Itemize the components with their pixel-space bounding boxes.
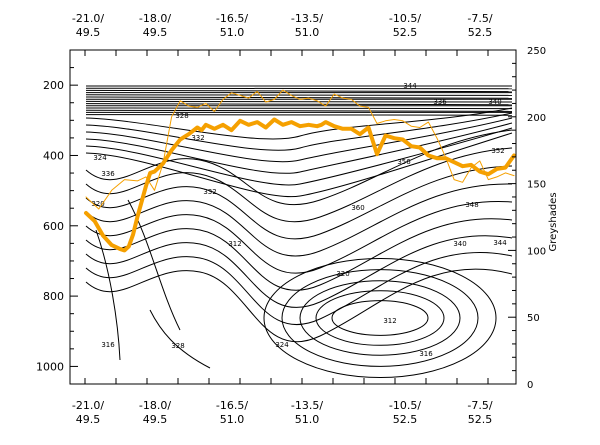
bottom-lat-label: 49.5	[143, 413, 168, 426]
contour-line	[85, 100, 513, 103]
contour-value-label: 316	[419, 350, 433, 358]
top-lon-label: -13.5/	[291, 12, 323, 25]
contour-line	[149, 309, 211, 369]
right-axis-title: Greyshades	[548, 192, 559, 251]
plot-area: 312 316 320 324 328 332 336 340 344 348 352 356 360 3…	[84, 82, 516, 379]
contour-value-label: 336	[433, 98, 447, 106]
bottom-axis-labels: -21.0/49.5-18.0/49.5-16.5/51.0-13.5/51.0…	[72, 399, 493, 426]
contour-line	[85, 109, 513, 112]
contour-value-label: 332	[191, 134, 204, 142]
top-lat-label: 51.0	[220, 26, 245, 39]
contour-line	[85, 94, 513, 96]
contour-value-label: 344	[493, 239, 507, 247]
left-tick-label: 1000	[36, 360, 64, 373]
contour-value-label: 324	[275, 341, 289, 349]
right-tick-label: 250	[527, 46, 546, 57]
top-lon-label: -18.0/	[139, 12, 171, 25]
top-lat-label: 49.5	[143, 26, 168, 39]
bottom-lon-label: -10.5/	[389, 399, 421, 412]
tick-marks	[70, 49, 516, 385]
top-lat-label: 52.5	[393, 26, 418, 39]
top-lon-label: -10.5/	[389, 12, 421, 25]
bottom-lat-label: 52.5	[468, 413, 493, 426]
contour-line	[85, 96, 513, 99]
contour-value-label: 336	[101, 170, 115, 178]
contour-value-label: 312	[228, 240, 241, 248]
top-lat-label: 51.0	[295, 26, 320, 39]
right-tick-label: 0	[527, 380, 533, 391]
contour-value-label: 328	[171, 342, 184, 350]
bottom-lon-label: -16.5/	[216, 399, 248, 412]
top-lat-label: 49.5	[76, 26, 101, 39]
top-lon-label: -21.0/	[72, 12, 104, 25]
contour-line	[85, 268, 513, 343]
contour-line	[85, 183, 513, 257]
bottom-lon-label: -18.0/	[139, 399, 171, 412]
contour-line	[85, 107, 513, 140]
top-lon-label: -7.5/	[467, 12, 492, 25]
bottom-lat-label: 51.0	[295, 413, 320, 426]
left-tick-label: 400	[43, 149, 64, 162]
contour-value-label: 348	[465, 201, 478, 209]
right-tick-label: 150	[527, 180, 546, 191]
contour-line	[85, 218, 513, 291]
right-tick-label: 50	[527, 313, 540, 324]
closed-contour	[331, 300, 429, 336]
plot-frame	[69, 49, 517, 385]
contour-value-label: 328	[175, 112, 188, 120]
left-tick-label: 600	[43, 220, 64, 233]
contour-value-label: 324	[93, 154, 107, 162]
contour-line	[85, 89, 513, 93]
left-axis-labels: 200 400 600 800 1000	[36, 79, 64, 373]
bottom-lon-label: -21.0/	[72, 399, 104, 412]
thin-orange-series	[85, 89, 515, 210]
contour-lines	[85, 85, 513, 379]
contour-line	[85, 107, 513, 110]
contour-line	[85, 200, 513, 274]
contour-value-label: 316	[101, 341, 115, 349]
contour-labels: 312 316 320 324 328 332 336 340 344 348 352 356 360 3…	[91, 82, 507, 358]
contour-value-label: 332	[203, 188, 216, 196]
closed-contour	[315, 290, 445, 346]
contour-value-label: 320	[336, 270, 349, 278]
contour-value-label: 340	[488, 98, 501, 106]
contour-line	[85, 147, 513, 223]
top-axis-labels: -21.0/49.5-18.0/49.5-16.5/51.0-13.5/51.0…	[72, 12, 493, 39]
contour-value-label: 312	[383, 317, 396, 325]
bottom-lon-label: -13.5/	[291, 399, 323, 412]
contour-line	[85, 129, 513, 206]
contour-line	[95, 229, 121, 361]
contour-value-label: 356	[397, 158, 411, 166]
right-tick-label: 100	[527, 246, 546, 257]
closed-contour	[263, 257, 497, 379]
contour-value-label: 352	[491, 147, 504, 155]
left-tick-label: 200	[43, 79, 64, 92]
contour-line	[85, 87, 513, 90]
right-axis-labels: 0 50 100 150 200 250	[527, 46, 546, 391]
closed-contour	[299, 280, 461, 356]
contour-line	[85, 103, 513, 106]
contour-value-label: 340	[453, 240, 466, 248]
bottom-lon-label: -7.5/	[467, 399, 492, 412]
contour-value-label: 320	[91, 200, 104, 208]
data-series	[84, 89, 516, 253]
contour-line	[85, 235, 513, 308]
left-tick-label: 800	[43, 290, 64, 303]
contour-line	[85, 251, 513, 326]
bottom-lat-label: 51.0	[220, 413, 245, 426]
contour-line	[85, 112, 513, 151]
top-lon-label: -16.5/	[216, 12, 248, 25]
contour-line	[85, 114, 513, 116]
bottom-lat-label: 49.5	[76, 413, 101, 426]
thick-orange-series	[84, 117, 516, 253]
contour-line	[85, 122, 513, 174]
contour-line	[127, 199, 181, 331]
top-lat-label: 52.5	[468, 26, 493, 39]
right-tick-label: 200	[527, 113, 546, 124]
contour-value-label: 344	[403, 82, 417, 90]
bottom-lat-label: 52.5	[393, 413, 418, 426]
closed-contour	[281, 269, 479, 367]
contour-value-label: 360	[351, 204, 364, 212]
